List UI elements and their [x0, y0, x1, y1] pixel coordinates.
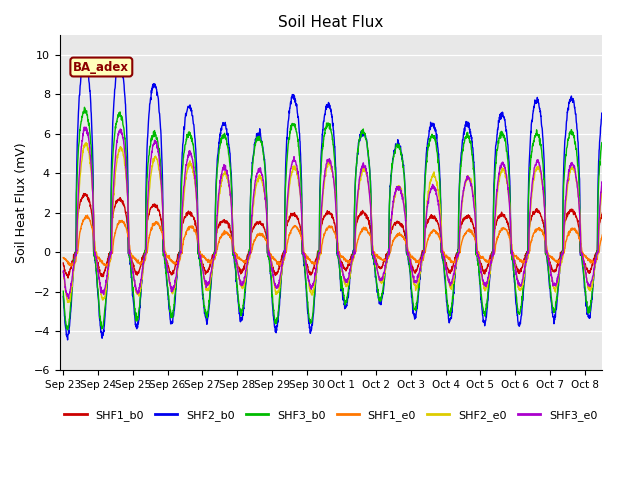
- SHF2_b0: [375, 296, 383, 302]
- SHF2_b0: [608, 123, 616, 129]
- SHF2_b0: [236, 311, 243, 316]
- SHF3_e0: [509, 252, 516, 258]
- Line: SHF3_b0: SHF3_b0: [63, 108, 619, 330]
- SHF1_e0: [540, 234, 548, 240]
- SHF3_b0: [81, 105, 88, 110]
- SHF1_e0: [615, 254, 623, 260]
- Y-axis label: Soil Heat Flux (mV): Soil Heat Flux (mV): [15, 143, 28, 263]
- SHF1_e0: [84, 212, 92, 218]
- Legend: SHF1_b0, SHF2_b0, SHF3_b0, SHF1_e0, SHF2_e0, SHF3_e0: SHF1_b0, SHF2_b0, SHF3_b0, SHF1_e0, SHF2…: [60, 406, 602, 425]
- SHF1_b0: [509, 254, 516, 260]
- SHF3_e0: [65, 296, 72, 302]
- SHF2_b0: [615, 279, 623, 285]
- SHF1_b0: [80, 191, 88, 196]
- SHF2_e0: [615, 262, 623, 267]
- SHF1_e0: [509, 250, 516, 255]
- SHF2_b0: [540, 166, 548, 171]
- SHF3_e0: [236, 275, 243, 280]
- SHF2_b0: [115, 60, 123, 65]
- SHF3_b0: [615, 277, 623, 283]
- SHF2_e0: [608, 179, 616, 185]
- SHF3_b0: [375, 294, 383, 300]
- SHF3_b0: [540, 183, 548, 189]
- SHF1_e0: [115, 217, 123, 223]
- SHF1_e0: [375, 254, 383, 260]
- SHF1_b0: [375, 264, 383, 269]
- SHF1_b0: [64, 275, 72, 281]
- SHF3_e0: [81, 124, 88, 130]
- Line: SHF1_b0: SHF1_b0: [63, 193, 619, 278]
- SHF1_e0: [608, 228, 616, 233]
- SHF1_b0: [615, 259, 623, 265]
- Line: SHF1_e0: SHF1_e0: [63, 215, 619, 266]
- SHF2_e0: [115, 146, 123, 152]
- SHF2_e0: [64, 300, 72, 305]
- SHF1_b0: [540, 227, 548, 232]
- SHF2_e0: [375, 276, 383, 282]
- SHF2_e0: [236, 276, 243, 282]
- SHF1_e0: [236, 254, 243, 260]
- SHF1_b0: [115, 197, 123, 203]
- SHF3_e0: [615, 263, 623, 268]
- SHF3_b0: [509, 260, 516, 266]
- SHF2_e0: [509, 252, 516, 258]
- Line: SHF2_e0: SHF2_e0: [63, 143, 619, 302]
- SHF1_b0: [236, 266, 243, 272]
- Text: BA_adex: BA_adex: [74, 60, 129, 73]
- SHF3_b0: [115, 111, 123, 117]
- SHF3_e0: [60, 269, 67, 275]
- SHF2_b0: [60, 294, 67, 300]
- SHF1_b0: [60, 260, 67, 266]
- Title: Soil Heat Flux: Soil Heat Flux: [278, 15, 383, 30]
- Line: SHF2_b0: SHF2_b0: [63, 60, 619, 340]
- SHF2_e0: [540, 202, 548, 208]
- SHF3_e0: [115, 128, 123, 134]
- SHF2_b0: [64, 337, 72, 343]
- SHF3_b0: [64, 327, 72, 333]
- SHF3_b0: [608, 152, 616, 158]
- SHF1_b0: [608, 216, 616, 221]
- SHF1_e0: [60, 255, 67, 261]
- SHF3_b0: [60, 288, 67, 294]
- SHF3_b0: [236, 302, 243, 308]
- SHF2_e0: [83, 140, 90, 146]
- SHF3_e0: [540, 203, 548, 209]
- Line: SHF3_e0: SHF3_e0: [63, 127, 619, 299]
- SHF2_b0: [509, 259, 516, 264]
- SHF2_e0: [60, 270, 67, 276]
- SHF3_e0: [608, 179, 616, 185]
- SHF2_b0: [81, 57, 88, 62]
- SHF3_e0: [375, 274, 383, 279]
- SHF1_e0: [67, 263, 75, 269]
